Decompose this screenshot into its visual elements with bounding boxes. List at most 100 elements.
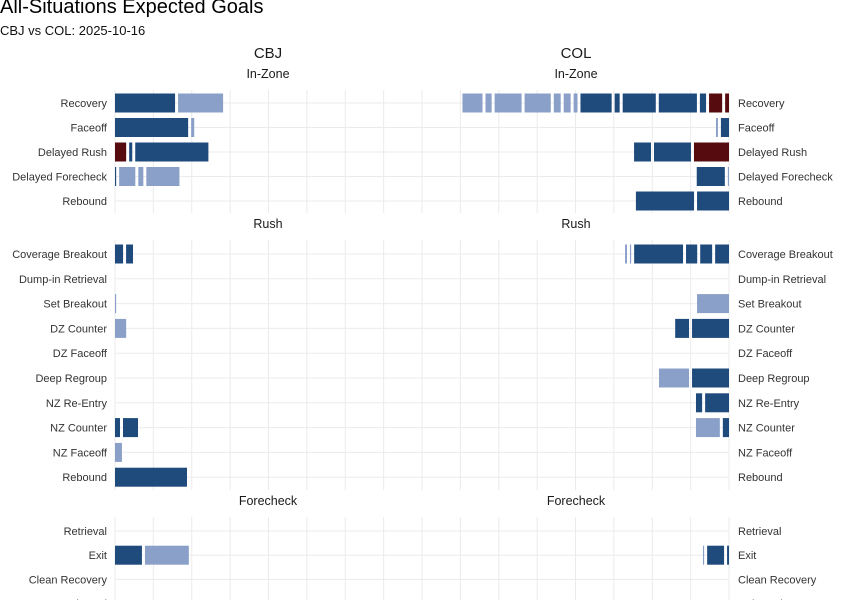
row-label: Exit <box>738 550 756 562</box>
bar-segment-col <box>695 393 703 413</box>
bar-segment-cbj <box>115 294 117 314</box>
row-label: NZ Faceoff <box>738 447 793 459</box>
bar-segment-cbj <box>115 418 121 438</box>
bar-segment-cbj <box>178 93 224 113</box>
bar-segment-col <box>635 191 695 211</box>
row-label: Faceoff <box>738 123 775 135</box>
bar-segment-col <box>524 93 551 113</box>
row-label: DZ Counter <box>50 323 107 335</box>
bar-segment-cbj <box>115 93 176 113</box>
bar-segment-col <box>692 318 729 338</box>
chart-title: All-Situations Expected Goals <box>0 0 264 18</box>
row-label: NZ Counter <box>738 423 795 435</box>
bar-segment-col <box>727 545 729 565</box>
bar-segment-col <box>553 93 561 113</box>
row-label: Deep Regroup <box>738 373 810 385</box>
bar-segment-col <box>725 93 729 113</box>
bar-segment-cbj <box>144 545 189 565</box>
bar-segment-col <box>634 244 684 264</box>
bar-segment-cbj <box>115 142 127 162</box>
facet-label-cbj: Rush <box>253 217 282 231</box>
bar-segment-cbj <box>115 442 122 462</box>
bar-segment-cbj <box>115 118 189 137</box>
row-label: Deep Regroup <box>35 373 107 385</box>
row-label: Delayed Forecheck <box>12 172 107 184</box>
bar-segment-col <box>696 167 725 186</box>
bar-segment-col <box>699 93 707 113</box>
team-label-cbj: CBJ <box>254 45 282 62</box>
bar-segment-col <box>727 167 729 186</box>
facet-label-col: In-Zone <box>554 67 597 81</box>
row-label: Coverage Breakout <box>738 249 833 261</box>
bar-segment-cbj <box>135 142 209 162</box>
row-label: Rebound <box>738 599 783 600</box>
row-label: Dump-in Retrieval <box>738 274 826 286</box>
bar-segment-col <box>692 368 729 388</box>
bar-segment-col <box>494 93 522 113</box>
bar-segment-cbj <box>129 142 133 162</box>
bar-segment-col <box>462 93 483 113</box>
bar-segment-col <box>614 93 620 113</box>
facet-label-col: Rush <box>561 217 590 231</box>
row-label: Rebound <box>62 472 107 484</box>
bar-segment-col <box>625 244 627 264</box>
row-label: NZ Re-Entry <box>738 398 800 410</box>
bar-segment-col <box>485 93 492 113</box>
row-label: Rebound <box>738 196 783 208</box>
bar-segment-col <box>659 368 690 388</box>
row-label: Clean Recovery <box>738 574 817 586</box>
row-label: DZ Faceoff <box>738 348 793 360</box>
bar-segment-cbj <box>191 118 195 137</box>
facet-label-cbj: In-Zone <box>246 67 289 81</box>
row-label: Exit <box>89 550 107 562</box>
bar-segment-cbj <box>123 418 139 438</box>
row-label: Clean Recovery <box>29 574 108 586</box>
bar-segment-cbj <box>115 244 124 264</box>
row-label: NZ Re-Entry <box>46 398 108 410</box>
bar-segment-col <box>580 93 612 113</box>
bar-segment-col <box>707 545 725 565</box>
bar-segment-cbj <box>126 244 134 264</box>
row-label: Rebound <box>62 196 107 208</box>
row-label: Delayed Forecheck <box>738 172 833 184</box>
bar-segment-col <box>697 191 729 211</box>
row-label: Rebound <box>62 599 107 600</box>
bar-segment-cbj <box>119 167 136 186</box>
row-label: Dump-in Retrieval <box>19 274 107 286</box>
row-label: Set Breakout <box>43 299 107 311</box>
bar-segment-col <box>563 93 571 113</box>
facet-label-col: Forecheck <box>547 494 606 508</box>
bar-segment-col <box>705 393 729 413</box>
chart-subtitle: CBJ vs COL: 2025-10-16 <box>0 23 146 38</box>
facet-label-cbj: Forecheck <box>239 494 298 508</box>
bar-segment-col <box>700 244 713 264</box>
bar-segment-col <box>675 318 690 338</box>
bar-segment-col <box>702 545 705 565</box>
row-label: NZ Counter <box>50 423 107 435</box>
bar-segment-col <box>622 93 656 113</box>
bar-segment-col <box>654 142 691 162</box>
bar-segment-col <box>715 118 718 137</box>
row-label: Recovery <box>738 98 785 110</box>
bar-segment-col <box>720 118 729 137</box>
bar-segment-col <box>715 244 729 264</box>
row-label: Retrieval <box>64 526 107 538</box>
bar-segment-col <box>573 93 578 113</box>
bar-segment-cbj <box>115 167 117 186</box>
bar-segment-col <box>693 142 729 162</box>
bar-segment-col <box>695 418 720 438</box>
row-label: Set Breakout <box>738 299 802 311</box>
bar-segment-col <box>722 418 729 438</box>
bar-segment-col <box>658 93 697 113</box>
bar-segment-col <box>629 244 632 264</box>
bar-segment-cbj <box>115 545 142 565</box>
row-label: Coverage Breakout <box>12 249 107 261</box>
bar-segment-col <box>686 244 698 264</box>
row-label: Faceoff <box>71 123 108 135</box>
bar-segment-cbj <box>115 467 187 487</box>
bar-segment-col <box>634 142 652 162</box>
bar-segment-col <box>709 93 723 113</box>
row-label: Retrieval <box>738 526 781 538</box>
bar-segment-cbj <box>146 167 180 186</box>
